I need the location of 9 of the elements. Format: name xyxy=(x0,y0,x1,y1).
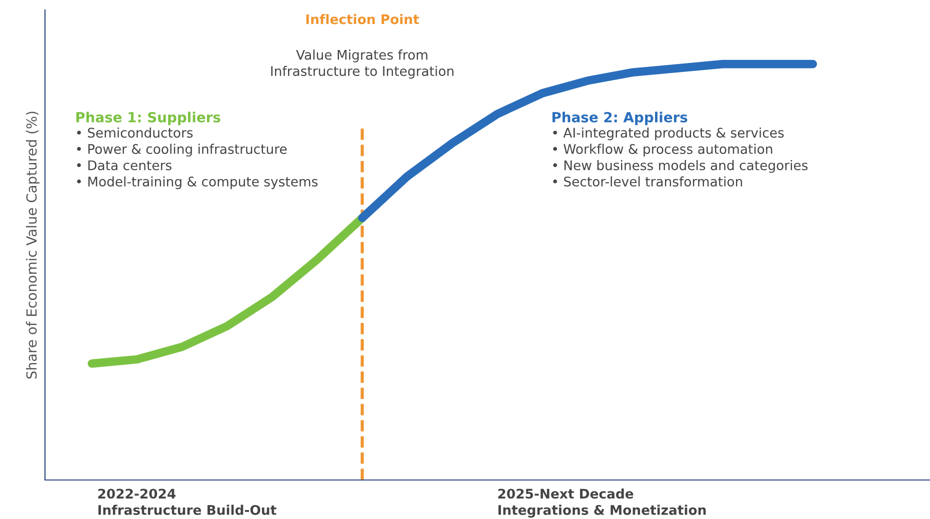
y-axis-title: Share of Economic Value Captured (%) xyxy=(26,112,40,379)
text: 2025-Next Decade Integrations & Monetization xyxy=(498,488,706,518)
annotation: • AI-integrated products & services • Workflow & process automation • New business models and categories • Sector-level transformation xyxy=(553,128,808,187)
annotation: Value Migrates from Infrastructure to Integration xyxy=(271,50,454,79)
series-label: Phase 2: Appliers xyxy=(552,112,688,126)
text: Inflection Point xyxy=(306,14,420,24)
text: Phase 1: Suppliers xyxy=(76,112,220,126)
annotation: • Semiconductors • Power & cooling infrastructure • Data centers • Model-training & compute systems xyxy=(77,128,318,190)
text: 2022-2024 Infrastructure Build-Out xyxy=(98,488,276,515)
